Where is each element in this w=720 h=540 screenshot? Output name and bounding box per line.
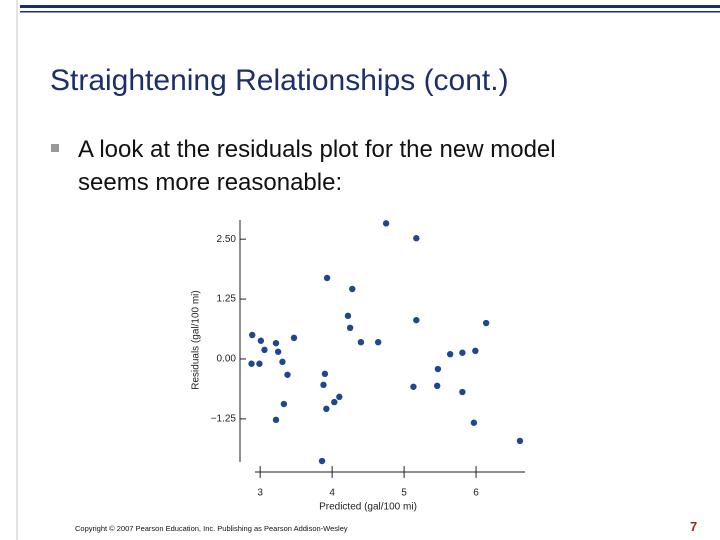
point bbox=[331, 398, 338, 406]
point bbox=[434, 365, 442, 373]
x-axis-label: Predicted (gal/100 mi) bbox=[319, 502, 417, 513]
x-tick-label: 3 bbox=[257, 488, 263, 499]
point bbox=[290, 334, 298, 342]
x-tick-label: 5 bbox=[401, 488, 407, 499]
point bbox=[410, 383, 417, 390]
point bbox=[248, 360, 255, 367]
point bbox=[280, 400, 288, 408]
footer: Copyright © 2007 Pearson Education, Inc.… bbox=[75, 524, 348, 533]
bullet-text: A look at the residuals plot for the new… bbox=[78, 136, 556, 163]
bullet-text: seems more reasonable: bbox=[78, 169, 342, 196]
chart: 2.50 1.25 0.00 −1.25 3 4 5 6 Predicted (gal/100 … bbox=[191, 220, 525, 513]
point bbox=[272, 339, 280, 347]
x-tick-label: 4 bbox=[329, 488, 335, 499]
y-tick-label: 2.50 bbox=[217, 234, 237, 245]
y-axis-label: Residuals (gal/100 mi) bbox=[191, 290, 202, 390]
point bbox=[257, 337, 265, 344]
point bbox=[516, 437, 524, 445]
slide-title: Straightening Relationships (cont.) bbox=[50, 64, 509, 97]
point bbox=[433, 382, 441, 390]
y-tick-label: 0.00 bbox=[217, 354, 237, 365]
point bbox=[323, 405, 330, 413]
x-tick-label: 6 bbox=[473, 488, 479, 499]
point bbox=[382, 220, 390, 227]
point bbox=[284, 371, 291, 378]
point bbox=[249, 331, 256, 339]
point bbox=[318, 457, 326, 465]
point bbox=[413, 316, 420, 324]
point bbox=[274, 348, 282, 355]
point bbox=[349, 285, 356, 293]
point bbox=[279, 358, 286, 366]
point bbox=[272, 416, 280, 424]
point bbox=[261, 346, 268, 354]
point bbox=[446, 350, 454, 358]
point bbox=[346, 324, 354, 332]
y-tick-label: 1.25 bbox=[217, 294, 237, 305]
point bbox=[459, 388, 466, 396]
bullet-marker bbox=[51, 144, 59, 152]
point bbox=[459, 349, 466, 356]
point bbox=[323, 274, 331, 282]
point bbox=[256, 360, 263, 367]
top-rule bbox=[20, 5, 720, 8]
point bbox=[336, 393, 343, 401]
point bbox=[321, 370, 329, 378]
point bbox=[472, 347, 479, 355]
point bbox=[374, 338, 382, 346]
y-tick-label: −1.25 bbox=[211, 414, 237, 425]
point bbox=[320, 381, 327, 389]
page-number: 7 bbox=[690, 519, 697, 534]
point bbox=[470, 419, 478, 426]
point bbox=[357, 338, 365, 346]
point bbox=[413, 235, 420, 242]
point bbox=[482, 319, 490, 327]
point bbox=[344, 312, 352, 320]
top-rule-thin bbox=[20, 11, 720, 13]
